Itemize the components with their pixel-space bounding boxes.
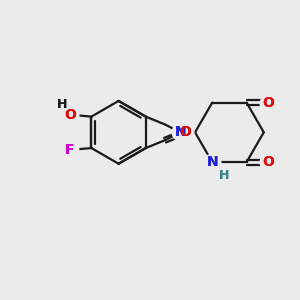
Text: H: H [57,98,67,111]
Text: O: O [262,155,274,169]
Text: O: O [262,96,274,110]
Text: H: H [57,98,67,111]
Text: O: O [179,125,191,139]
Text: O: O [262,96,274,110]
Text: H: H [219,169,229,182]
Text: O: O [64,108,76,122]
Text: H: H [219,169,229,182]
Text: N: N [175,125,186,139]
Text: N: N [206,155,218,169]
Text: O: O [64,108,76,122]
Text: F: F [65,143,75,157]
Text: N: N [206,155,218,169]
Text: N: N [175,125,186,139]
Text: O: O [262,155,274,169]
Text: O: O [179,125,191,139]
Text: F: F [65,143,75,157]
